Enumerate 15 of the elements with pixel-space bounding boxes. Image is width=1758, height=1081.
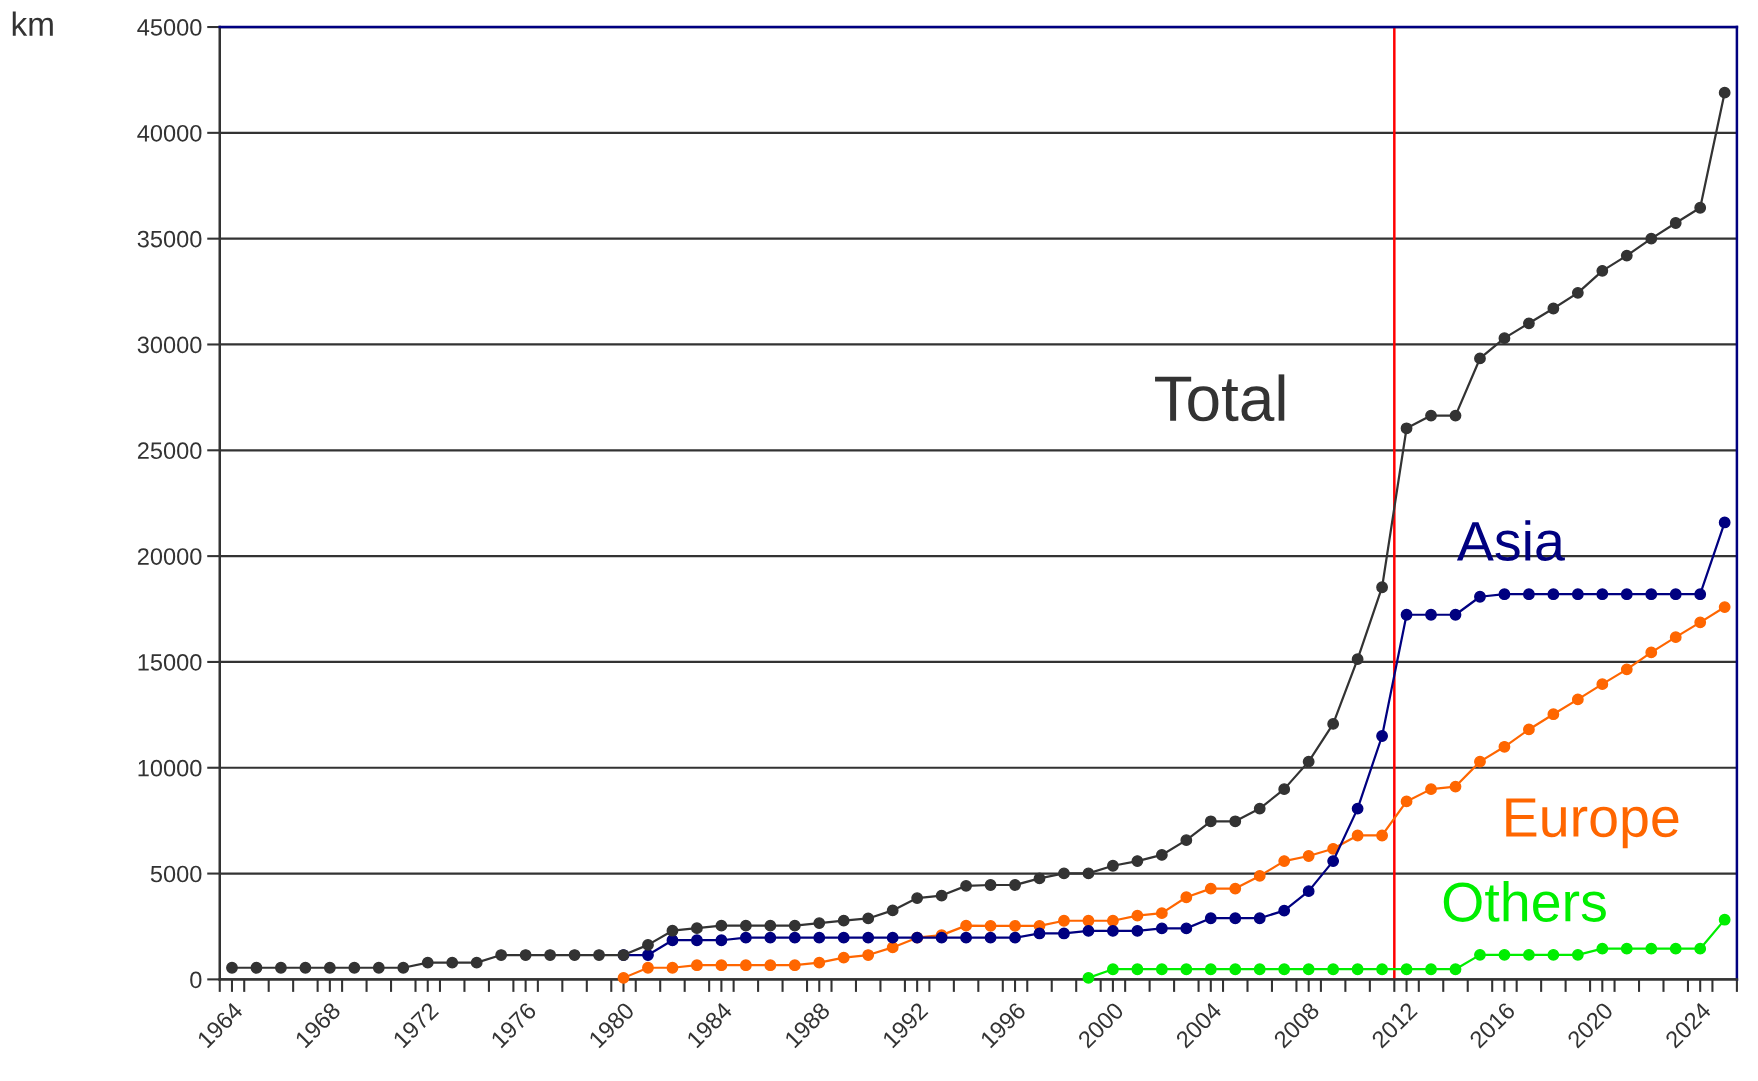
series-label: Others xyxy=(1443,881,1606,922)
series-label: Asia xyxy=(1456,520,1565,561)
y-tick-label: 0 xyxy=(190,971,202,989)
y-tick-label: 10000 xyxy=(138,759,202,777)
y-tick-label: 45000 xyxy=(137,19,202,36)
y-axis-title: km xyxy=(12,11,53,36)
y-tick-label: 5000 xyxy=(150,865,202,883)
series-label: Total xyxy=(1155,374,1285,422)
y-tick-label: 35000 xyxy=(137,230,202,248)
y-tick-label: 25000 xyxy=(137,442,202,460)
y-tick-label: 20000 xyxy=(137,548,202,565)
y-tick-label: 30000 xyxy=(137,336,202,354)
series-label: Europe xyxy=(1506,798,1679,849)
y-tick-label: 15000 xyxy=(138,654,202,671)
y-tick-label: 40000 xyxy=(137,124,202,142)
